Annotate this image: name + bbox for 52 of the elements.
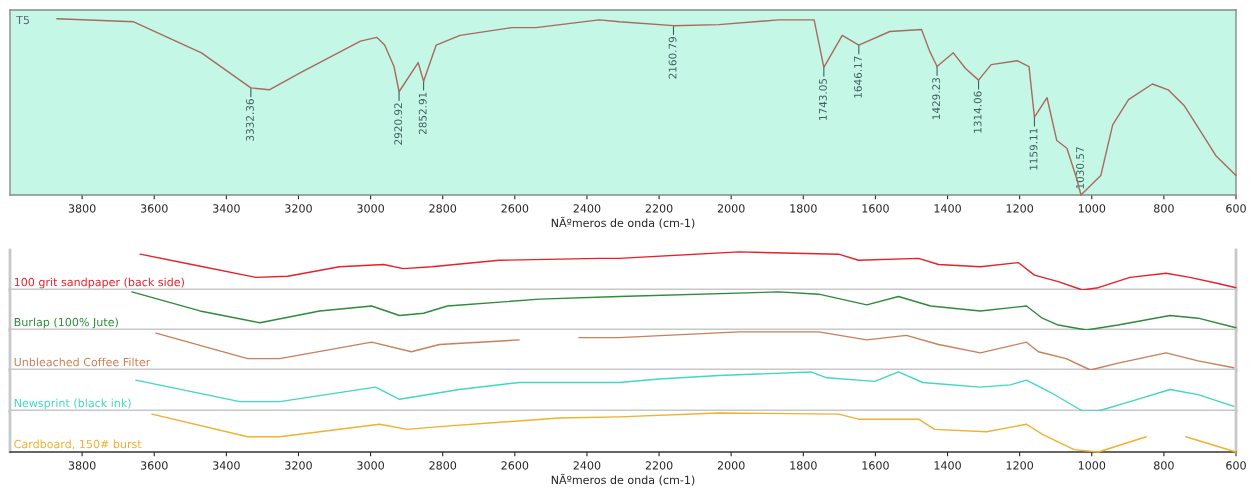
x-tick-label: 1600 [862, 461, 889, 470]
x-tick-label: 800 [1154, 204, 1174, 213]
x-tick-label: 2600 [501, 461, 529, 470]
x-tick-label: 2200 [645, 204, 673, 213]
x-tick-label: 2600 [501, 204, 529, 213]
annotation: 1030.57 [1076, 147, 1084, 189]
x-tick-label: 2200 [645, 461, 673, 470]
x-tick-label: 600 [1226, 461, 1246, 470]
x-tick-label: 2400 [573, 204, 601, 213]
series-label: 100 grit sandpaper (back side) [14, 277, 184, 289]
x-tick-label: 1200 [1006, 461, 1034, 470]
x-tick-label: 3200 [285, 204, 312, 213]
x-tick-label: 2000 [717, 461, 745, 470]
annotation: 2160.79 [668, 36, 677, 79]
x-tick-label: 3600 [140, 461, 168, 470]
annotation: 1429.23 [932, 77, 941, 120]
text: Unbleached Coffee Filter [14, 357, 151, 367]
x-tick-label: 3400 [213, 204, 240, 213]
x-tick-label: 1200 [1006, 204, 1034, 213]
annotation: 1743.05 [818, 78, 827, 120]
x-tick-label: 2800 [429, 204, 457, 213]
x-tick-label: 3400 [213, 461, 240, 470]
annotation: 2852.91 [418, 92, 427, 135]
annotation: 1159.11 [1029, 128, 1038, 170]
x-tick-label: 3000 [357, 461, 384, 470]
x-tick-label: 1600 [862, 204, 889, 213]
annotation: T5 [16, 15, 30, 25]
x-tick-label: 3800 [68, 461, 96, 470]
annotation: 1314.06 [973, 91, 982, 133]
x-tick-label: 3200 [285, 461, 312, 470]
x-axis-title: NÃºmeros de onda (cm-1) [551, 473, 695, 486]
x-tick-label: 2800 [429, 461, 457, 470]
x-tick-label: 1000 [1078, 461, 1106, 470]
x-tick-label: 1800 [790, 461, 817, 470]
x-tick-label: 3000 [357, 204, 384, 213]
x-tick-label: 1400 [934, 204, 961, 213]
annotation: 2920.92 [394, 103, 403, 145]
x-axis-title: NÃºmeros de onda (cm-1) [551, 216, 695, 229]
series-label: Newsprint (black ink) [14, 398, 131, 410]
annotation: 1646.17 [853, 56, 862, 98]
text: Cardboard, 150# burst [14, 439, 142, 450]
x-tick-label: 600 [1226, 204, 1246, 213]
x-tick-label: 2000 [717, 204, 745, 213]
x-tick-label: 800 [1154, 461, 1174, 470]
text: Burlap (100% Jute) [14, 317, 118, 329]
annotation: 3332.36 [246, 99, 254, 141]
x-tick-label: 1000 [1078, 204, 1106, 213]
x-tick-label: 3600 [140, 204, 168, 213]
x-tick-label: 1400 [934, 461, 961, 470]
x-tick-label: 2400 [573, 461, 601, 470]
x-tick-label: 1800 [790, 204, 817, 213]
x-tick-label: 3800 [68, 204, 96, 213]
